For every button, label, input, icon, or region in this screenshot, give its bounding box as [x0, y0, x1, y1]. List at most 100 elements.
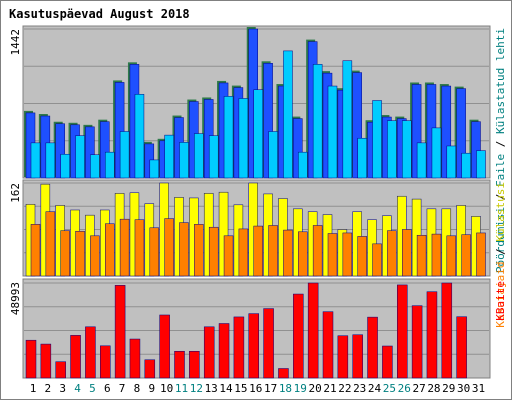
x-tick-19: 19 [294, 382, 307, 395]
bar-kbytes-1-16 [248, 313, 259, 379]
bar-visits-2-22 [342, 232, 353, 277]
x-tick-5: 5 [89, 382, 96, 395]
bar-hits-1-3 [55, 123, 65, 179]
bar-hits-2-7 [119, 131, 130, 179]
bar-kbytes-1-5 [85, 326, 96, 379]
x-tick-3: 3 [59, 382, 66, 395]
x-tick-16: 16 [249, 382, 262, 395]
bar-visits-2-19 [298, 231, 308, 277]
bar-visits-2-16 [253, 225, 263, 277]
bar-visits-2-4 [75, 230, 85, 277]
bar-kbytes-1-9 [144, 359, 156, 379]
panel-kbytes-axis-label: KBaite [494, 281, 507, 321]
bar-visits-2-24 [372, 243, 382, 277]
bar-kbytes-1-2 [40, 343, 52, 379]
x-tick-17: 17 [264, 382, 277, 395]
bar-kbytes-1-25 [382, 345, 393, 379]
bar-hits-2-25 [387, 120, 397, 179]
bar-visits-2-9 [149, 227, 160, 277]
bar-visits-2-14 [223, 235, 234, 277]
x-tick-30: 30 [457, 382, 470, 395]
x-tick-23: 23 [353, 382, 366, 395]
x-tick-21: 21 [323, 382, 336, 395]
bar-hits-2-9 [149, 159, 160, 179]
bar-hits-1-27 [411, 84, 422, 179]
bar-kbytes-1-10 [159, 314, 170, 379]
x-tick-7: 7 [119, 382, 126, 395]
bar-hits-2-13 [208, 135, 219, 179]
bar-kbytes-1-23 [352, 334, 363, 379]
bar-visits-2-6 [105, 223, 115, 277]
bar-hits-2-12 [194, 133, 204, 179]
bar-hits-1-19 [293, 118, 303, 179]
bar-kbytes-1-12 [189, 350, 200, 379]
bar-kbytes-1-7 [114, 285, 126, 379]
bar-hits-2-19 [298, 151, 308, 179]
x-tick-4: 4 [74, 382, 81, 395]
bar-hits-2-4 [75, 135, 85, 179]
panel-hits-axis-label: Pöördumisi / Faile / Külastatud lehti [494, 28, 507, 273]
x-tick-28: 28 [427, 382, 440, 395]
bar-kbytes-1-29 [441, 282, 453, 379]
x-tick-26: 26 [398, 382, 411, 395]
x-tick-12: 12 [190, 382, 203, 395]
bar-hits-1-23 [352, 72, 362, 179]
x-tick-11: 11 [175, 382, 188, 395]
axis-label-text: Pöördumisi [494, 207, 507, 273]
bar-hits-2-8 [134, 94, 145, 179]
x-tick-31: 31 [472, 382, 485, 395]
bar-hits-2-6 [105, 151, 115, 179]
x-tick-13: 13 [205, 382, 218, 395]
x-tick-9: 9 [148, 382, 155, 395]
bar-hits-1-17 [263, 63, 273, 179]
bar-visits-2-1 [30, 224, 41, 277]
bar-kbytes-1-17 [263, 308, 274, 379]
bar-visits-2-21 [327, 233, 338, 277]
bar-kbytes-1-26 [397, 284, 408, 379]
chart-title: Kasutuspäevad August 2018 [9, 7, 190, 21]
bar-hits-1-31 [471, 121, 481, 179]
bar-hits-2-31 [476, 150, 486, 179]
axis-label-text: Külastusi [494, 182, 507, 242]
bar-hits-2-26 [402, 120, 412, 179]
bar-visits-2-11 [179, 222, 189, 277]
bar-hits-1-29 [441, 85, 452, 179]
bar-hits-2-10 [164, 134, 174, 179]
bar-visits-2-3 [60, 230, 70, 277]
bar-hits-2-30 [461, 152, 471, 179]
bar-visits-2-8 [134, 219, 145, 277]
bar-hits-2-21 [327, 85, 338, 179]
panel-kbytes-max-label: 48993 [9, 282, 22, 315]
panel-visits-axis-label: Kasutajaid / Külastusi [494, 182, 507, 328]
axis-label-separator: / [494, 242, 507, 262]
chart-panels: 1442 Pöördumisi / Faile / Külastatud leht… [9, 25, 507, 379]
bar-kbytes-1-24 [367, 316, 378, 379]
bar-hits-1-30 [456, 88, 466, 179]
bar-kbytes-1-21 [322, 311, 334, 379]
bar-visits-2-30 [461, 234, 471, 277]
bar-kbytes-1-14 [218, 323, 230, 379]
bar-kbytes-1-3 [55, 361, 66, 379]
bar-visits-2-15 [238, 228, 249, 277]
bar-kbytes-1-13 [203, 326, 215, 379]
x-tick-1: 1 [30, 382, 37, 395]
bar-visits-2-17 [268, 225, 278, 277]
bar-kbytes-1-27 [411, 305, 423, 379]
bar-visits-2-26 [402, 229, 412, 277]
bar-hits-2-15 [238, 98, 249, 179]
bar-kbytes-1-19 [293, 293, 304, 379]
bar-hits-2-3 [60, 153, 70, 179]
x-tick-18: 18 [279, 382, 292, 395]
bar-hits-2-29 [446, 145, 457, 179]
x-tick-15: 15 [234, 382, 247, 395]
bar-visits-1-14 [218, 191, 229, 277]
x-tick-25: 25 [383, 382, 396, 395]
x-tick-20: 20 [309, 382, 322, 395]
panel-kbytes: 48993 KBaite [9, 278, 507, 379]
axis-label-text: Faile [494, 154, 507, 187]
bar-kbytes-1-6 [100, 345, 111, 379]
bar-visits-2-28 [431, 233, 442, 277]
axis-label-text: KBaite [494, 281, 507, 321]
bar-visits-2-7 [119, 218, 130, 277]
